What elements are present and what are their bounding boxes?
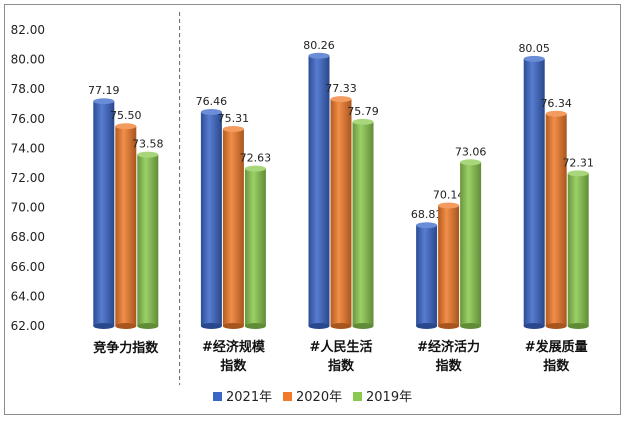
bar-2021年	[200, 111, 222, 326]
y-tick-label: 66.00	[11, 260, 45, 274]
category-label: 指数	[328, 358, 355, 374]
legend-swatch	[283, 392, 292, 401]
y-tick-label: 78.00	[11, 82, 45, 96]
bars: 77.19 75.50 73.58 76.46 75.31 72.63 80.26 77.33…	[88, 12, 594, 385]
bar-2020年	[545, 113, 567, 326]
bar-2019年	[460, 162, 482, 326]
y-axis: 62.00 64.00 66.00 68.00 70.00 72.00 74.00 76.00…	[11, 23, 45, 333]
bar-2021年	[308, 55, 330, 326]
bar-top	[416, 222, 438, 229]
bar-base	[460, 323, 482, 329]
legend-label: 2021年	[226, 390, 272, 405]
category-label: 指数	[436, 358, 463, 374]
bar-base	[93, 323, 115, 329]
data-label: 80.05	[518, 42, 550, 55]
bar-base	[222, 323, 244, 329]
category-label: 竞争力指数	[93, 340, 159, 356]
bar-top	[460, 159, 482, 166]
bar-base	[416, 323, 438, 329]
y-tick-label: 70.00	[11, 201, 45, 215]
bar-top	[222, 126, 244, 133]
bar-2019年	[352, 121, 374, 327]
data-label: 76.34	[540, 97, 572, 110]
y-tick-label: 64.00	[11, 289, 45, 303]
bar-base	[115, 323, 137, 329]
data-label: 72.31	[562, 156, 594, 169]
bar-2020年	[438, 205, 460, 326]
bar-2019年	[567, 173, 589, 326]
y-tick-label: 72.00	[11, 171, 45, 185]
bar-top	[545, 110, 567, 117]
bar-base	[200, 323, 222, 329]
bar-base	[352, 323, 374, 329]
bar-base	[438, 323, 460, 329]
bar-2021年	[416, 225, 438, 326]
legend-swatch	[353, 392, 362, 401]
bar-base	[137, 323, 159, 329]
data-label: 72.63	[240, 152, 272, 165]
legend-label: 2019年	[366, 390, 412, 405]
bar-top	[93, 98, 115, 105]
data-label: 77.33	[325, 82, 357, 95]
data-label: 73.58	[132, 138, 164, 151]
bar-2021年	[523, 58, 545, 327]
data-label: 70.14	[433, 189, 465, 202]
category-label: 指数	[220, 358, 247, 374]
bar-base	[308, 323, 330, 329]
bar-top	[567, 170, 589, 177]
bar-base	[244, 323, 266, 329]
legend-label: 2020年	[296, 390, 342, 405]
bar-base	[523, 323, 545, 329]
data-label: 75.31	[218, 112, 250, 125]
category-label: 指数	[543, 358, 570, 374]
y-tick-label: 62.00	[11, 319, 45, 333]
y-tick-label: 82.00	[11, 23, 45, 37]
bar-2020年	[222, 129, 244, 326]
bar-top	[352, 118, 374, 125]
bar-top	[244, 165, 266, 172]
y-tick-label: 80.00	[11, 53, 45, 67]
bar-2021年	[93, 101, 115, 326]
y-tick-label: 76.00	[11, 112, 45, 126]
y-tick-label: 68.00	[11, 230, 45, 244]
bar-top	[523, 55, 545, 62]
data-label: 75.50	[110, 109, 142, 122]
legend-swatch	[213, 392, 222, 401]
bar-base	[545, 323, 567, 329]
y-tick-label: 74.00	[11, 141, 45, 155]
bar-base	[567, 323, 589, 329]
bar-top	[137, 151, 159, 158]
data-label: 77.19	[88, 84, 120, 97]
bar-top	[330, 96, 352, 103]
bar-2019年	[244, 168, 266, 326]
data-label: 75.79	[347, 105, 379, 118]
data-label: 80.26	[303, 39, 335, 52]
bar-base	[330, 323, 352, 329]
bar-2020年	[115, 126, 137, 326]
category-label: #经济活力	[417, 339, 480, 355]
bar-top	[308, 52, 330, 59]
bar-top	[115, 123, 137, 130]
data-label: 73.06	[455, 145, 487, 158]
bar-2019年	[137, 154, 159, 326]
data-label: 68.81	[411, 208, 443, 221]
category-label: #发展质量	[525, 339, 588, 355]
bar-top	[438, 202, 460, 209]
legend: 2021年 2020年 2019年	[213, 390, 412, 405]
bar-2020年	[330, 99, 352, 326]
data-label: 76.46	[196, 95, 228, 108]
category-label: #经济规模	[202, 339, 266, 355]
category-label: #人民生活	[310, 339, 373, 355]
bar-top	[200, 108, 222, 115]
